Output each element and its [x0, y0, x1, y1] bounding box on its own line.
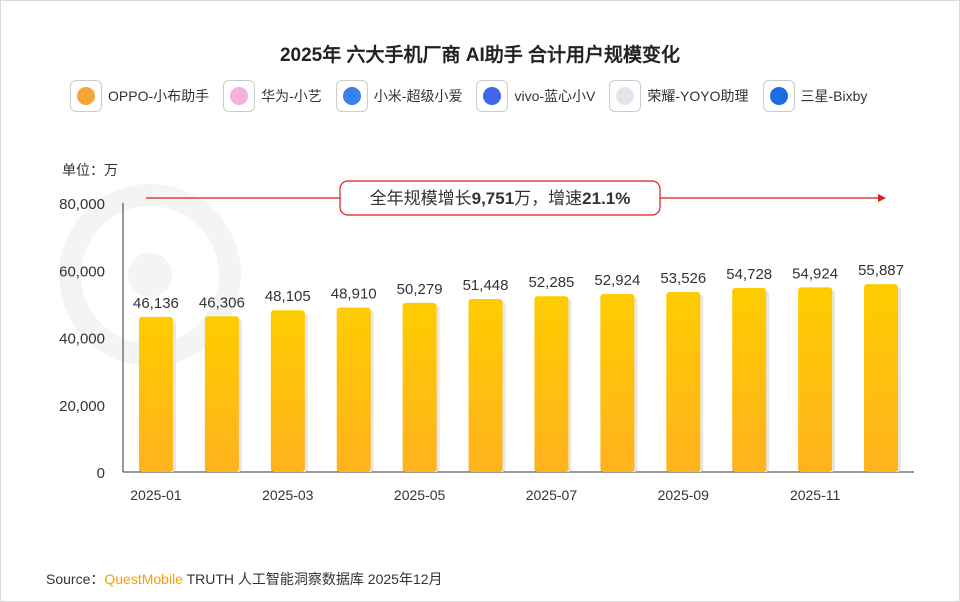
x-tick-label: 2025-05 — [394, 487, 446, 503]
unit-label: 单位：万 — [62, 162, 118, 178]
y-tick-label: 40,000 — [59, 331, 105, 348]
data-label: 54,728 — [726, 266, 772, 283]
bar — [270, 310, 305, 472]
data-label: 50,279 — [397, 281, 443, 298]
bar — [402, 302, 437, 472]
legend: OPPO-小布助手 华为-小艺 小米-超级小爱 vivo-蓝心小V 荣耀-YOYO助理 三… — [70, 80, 881, 112]
legend-item: 三星-Bixby — [762, 80, 868, 112]
oppo-xiaobu-icon — [70, 80, 102, 112]
data-label: 55,887 — [858, 262, 904, 279]
legend-label: 荣耀-YOYO助理 — [647, 88, 749, 104]
vivo-lanxin-icon — [476, 80, 509, 112]
legend-label: 三星-Bixby — [800, 88, 868, 104]
source-note: Source：QuestMobile TRUTH 人工智能洞察数据库 2025年… — [46, 571, 443, 587]
annotation-box — [339, 180, 661, 216]
data-label: 52,924 — [594, 272, 640, 289]
data-label: 48,910 — [331, 286, 377, 303]
legend-label: 小米-超级小爱 — [373, 88, 463, 104]
bar — [204, 316, 239, 472]
source-brand: QuestMobile — [104, 571, 183, 587]
bar — [336, 307, 371, 472]
data-label: 53,526 — [660, 270, 706, 287]
x-tick-label: 2025-11 — [790, 487, 841, 503]
data-label: 46,136 — [133, 295, 179, 312]
data-label: 54,924 — [792, 265, 838, 282]
y-tick-label: 60,000 — [59, 263, 105, 280]
bar — [798, 287, 833, 472]
bar — [600, 294, 635, 472]
legend-item: 荣耀-YOYO助理 — [609, 80, 749, 112]
x-tick-label: 2025-09 — [658, 487, 710, 503]
bar — [534, 296, 569, 472]
annotation-text: 全年规模增长9,751万，增速21.1% — [370, 189, 631, 208]
y-tick-label: 20,000 — [59, 398, 105, 415]
x-tick-label: 2025-07 — [526, 487, 578, 503]
legend-item: 小米-超级小爱 — [335, 80, 463, 112]
y-tick-label: 0 — [97, 465, 105, 482]
xiaomi-xiaoai-icon — [335, 80, 368, 112]
honor-yoyo-icon — [609, 80, 642, 112]
bar — [864, 284, 899, 472]
data-label: 52,285 — [529, 274, 575, 291]
huawei-xiaoyi-icon — [223, 80, 256, 112]
legend-label: vivo-蓝心小V — [514, 88, 596, 104]
arrow-head-icon — [878, 194, 886, 202]
y-tick-label: 80,000 — [59, 196, 105, 213]
data-label: 51,448 — [463, 277, 509, 294]
legend-label: OPPO-小布助手 — [108, 88, 210, 104]
legend-item: vivo-蓝心小V — [476, 80, 595, 112]
legend-label: 华为-小艺 — [261, 88, 322, 104]
legend-item: OPPO-小布助手 — [70, 80, 209, 112]
data-label: 48,105 — [265, 288, 311, 305]
chart-title: 2025年 六大手机厂商 AI助手 合计用户规模变化 — [279, 45, 681, 66]
data-label: 46,306 — [199, 294, 245, 311]
x-tick-label: 2025-03 — [262, 487, 314, 503]
bar — [666, 292, 701, 472]
bar — [138, 316, 173, 472]
samsung-bixby-icon — [762, 80, 795, 112]
bar — [468, 299, 503, 472]
legend-item: 华为-小艺 — [223, 80, 322, 112]
bar — [732, 287, 767, 472]
x-tick-label: 2025-01 — [130, 487, 182, 503]
